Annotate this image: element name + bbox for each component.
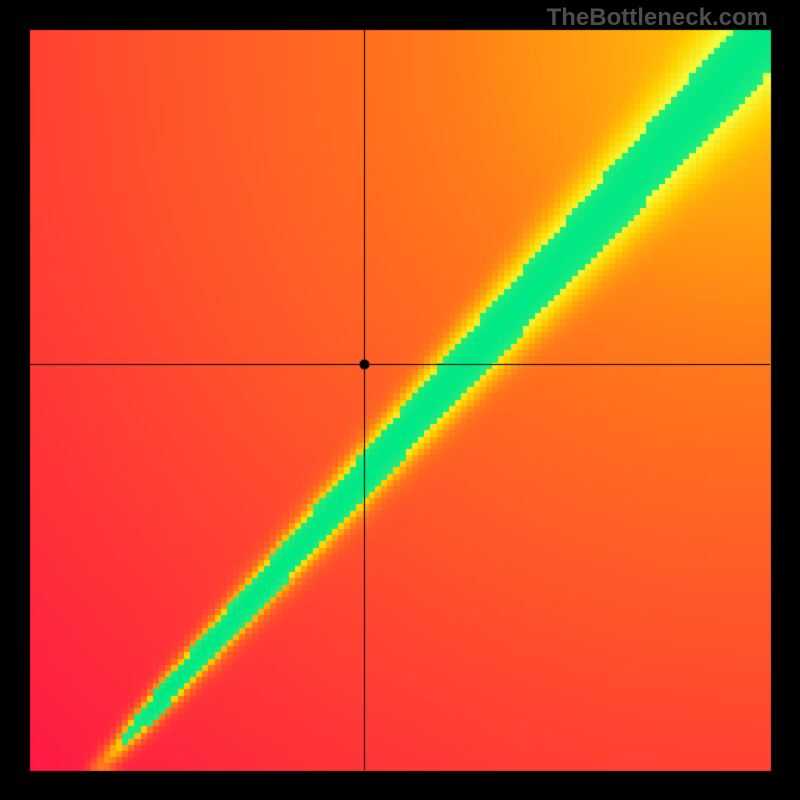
- chart-container: { "canvas": { "width": 800, "height": 80…: [0, 0, 800, 800]
- heatmap-plot: [0, 0, 800, 800]
- watermark-text: TheBottleneck.com: [547, 4, 768, 32]
